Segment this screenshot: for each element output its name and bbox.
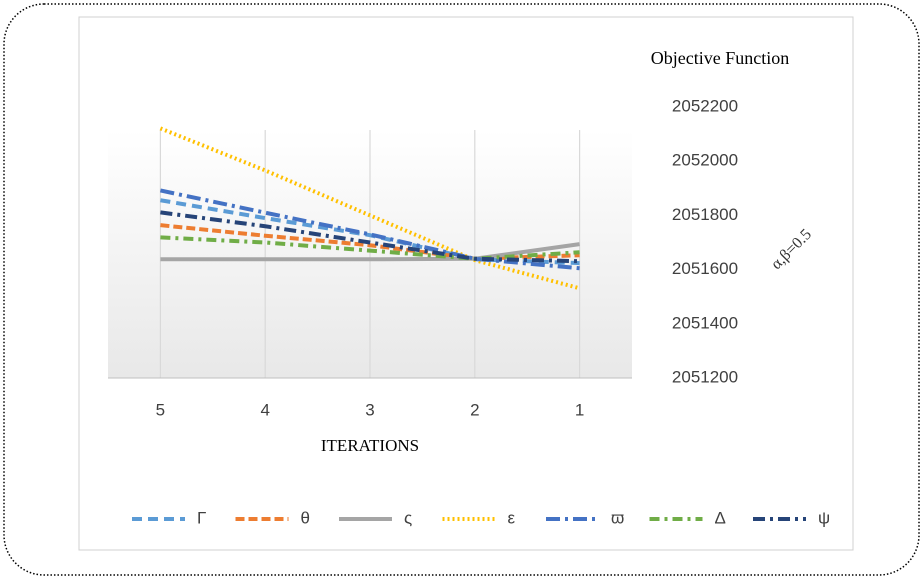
y-tick-label: 2052200 (672, 96, 738, 115)
outer-border (3, 3, 920, 576)
legend-label: ϖ (611, 508, 624, 527)
y-tick-label: 2052000 (672, 151, 738, 170)
x-tick-label: 5 (156, 400, 165, 419)
legend-label: Δ (715, 508, 726, 527)
x-axis-label: ITERATIONS (321, 436, 419, 455)
y-tick-label: 2051200 (672, 367, 738, 386)
series-line (159, 188, 580, 271)
y-tick-label: 2051800 (672, 205, 738, 224)
legend-label: ε (508, 508, 516, 527)
legend-label: θ (301, 508, 310, 527)
x-tick-label: 1 (575, 400, 584, 419)
series-line (160, 235, 580, 261)
y-tick-label: 2051400 (672, 313, 738, 332)
legend-label: Γ (197, 508, 206, 527)
series-line (160, 242, 580, 262)
x-tick-label: 3 (365, 400, 374, 419)
chart-title: Objective Function (651, 48, 789, 68)
x-tick-label: 2 (470, 400, 479, 419)
series-line (159, 126, 581, 291)
x-tick-label: 4 (260, 400, 269, 419)
legend-label: ψ (818, 508, 830, 527)
legend-label: ς (404, 508, 412, 527)
y-tick-label: 2051600 (672, 259, 738, 278)
series-line (160, 210, 580, 264)
